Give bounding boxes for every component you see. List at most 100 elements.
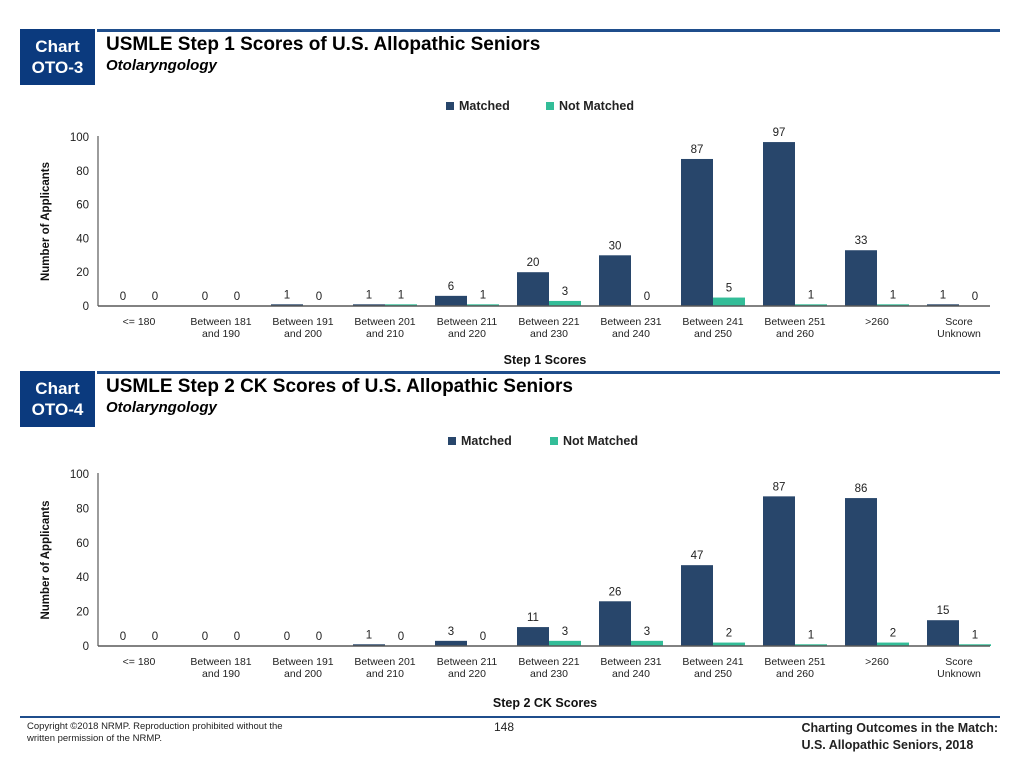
x-tick-label: and 250: [694, 668, 732, 680]
x-tick-label: Between 231: [600, 656, 661, 668]
chart-subtitle: Otolaryngology: [106, 399, 217, 416]
bar-matched: [599, 255, 631, 306]
x-tick-label: Between 251: [764, 316, 825, 328]
bar-matched: [763, 496, 795, 646]
publication-title-line-1: Charting Outcomes in the Match:: [801, 721, 998, 735]
data-label-matched: 1: [940, 289, 946, 301]
x-tick-label: Between 241: [682, 656, 743, 668]
publication-title-line-2: U.S. Allopathic Seniors, 2018: [801, 738, 974, 752]
data-label-not-matched: 1: [398, 289, 404, 301]
bar-matched: [763, 142, 795, 306]
x-tick-label: and 240: [612, 668, 650, 680]
bar-not-matched: [795, 644, 827, 646]
legend-label-not-matched: Not Matched: [559, 99, 634, 113]
data-label-not-matched: 0: [234, 631, 240, 643]
data-label-matched: 0: [120, 631, 126, 643]
x-tick-label: and 210: [366, 328, 404, 340]
step1-bar-chart: Matched Not Matched Number of Applicants 0 2…: [40, 99, 990, 367]
bar-not-matched: [631, 640, 663, 646]
bar-matched: [681, 158, 713, 306]
footer-rule: [20, 716, 1000, 718]
y-tick-label: 80: [76, 503, 89, 515]
x-tick-label: and 230: [530, 328, 568, 340]
x-axis-title: Step 2 CK Scores: [493, 696, 597, 710]
y-tick-label: 60: [76, 538, 89, 550]
data-label-matched: 20: [527, 257, 540, 269]
legend-swatch-not-matched: [550, 437, 558, 445]
data-label-not-matched: 0: [480, 631, 486, 643]
x-tick-label: and 190: [202, 328, 240, 340]
chart-badge: Chart OTO-3: [20, 29, 95, 85]
legend-label-matched: Matched: [459, 99, 510, 113]
legend-swatch-not-matched: [546, 102, 554, 110]
bar-matched: [845, 250, 877, 306]
y-tick-label: 60: [76, 200, 89, 212]
data-label-matched: 11: [527, 612, 539, 624]
bar-not-matched: [549, 640, 581, 646]
y-tick-label: 0: [83, 641, 89, 653]
data-label-not-matched: 3: [644, 626, 650, 638]
data-label-matched: 87: [691, 144, 704, 156]
bar-not-matched: [467, 304, 499, 306]
data-label-matched: 0: [120, 291, 126, 303]
x-tick-label: and 260: [776, 328, 814, 340]
chart-badge: Chart OTO-4: [20, 371, 95, 427]
bar-not-matched: [877, 642, 909, 646]
data-label-not-matched: 0: [152, 631, 158, 643]
x-tick-label: and 240: [612, 328, 650, 340]
header-rule: [97, 371, 1000, 374]
legend-swatch-matched: [448, 437, 456, 445]
data-label-matched: 1: [366, 289, 372, 301]
x-tick-label: Between 221: [518, 656, 579, 668]
chart-header-oto-3: Chart OTO-3 USMLE Step 1 Scores of U.S. …: [20, 29, 1000, 89]
step2ck-bar-chart: Matched Not Matched Number of Applicants 0 2…: [40, 434, 991, 710]
data-label-matched: 0: [202, 631, 208, 643]
chart-subtitle: Otolaryngology: [106, 57, 217, 74]
badge-line-2: OTO-4: [31, 400, 84, 419]
bar-not-matched: [795, 304, 827, 306]
badge-line-1: Chart: [35, 37, 80, 56]
data-label-not-matched: 0: [972, 291, 978, 303]
x-tick-label: and 200: [284, 328, 322, 340]
bar-matched: [927, 304, 959, 306]
copyright-notice: Copyright ©2018 NRMP. Reproduction prohi…: [27, 721, 283, 744]
data-label-not-matched: 5: [726, 283, 732, 295]
x-tick-label: Unknown: [937, 328, 981, 340]
data-label-not-matched: 0: [316, 631, 322, 643]
chart-title: USMLE Step 1 Scores of U.S. Allopathic S…: [106, 34, 541, 55]
bar-matched: [517, 272, 549, 306]
x-axis-title: Step 1 Scores: [504, 353, 587, 367]
data-label-matched: 47: [691, 550, 704, 562]
bar-matched: [353, 304, 385, 306]
y-tick-label: 40: [76, 572, 89, 584]
data-label-not-matched: 1: [480, 289, 486, 301]
data-label-matched: 15: [937, 605, 950, 617]
data-label-matched: 33: [855, 235, 868, 247]
data-label-not-matched: 2: [726, 628, 732, 640]
bar-not-matched: [713, 642, 745, 646]
x-tick-label: and 220: [448, 328, 486, 340]
data-label-matched: 6: [448, 281, 454, 293]
y-tick-label: 100: [70, 132, 89, 144]
data-label-not-matched: 2: [890, 628, 896, 640]
publication-title: Charting Outcomes in the Match: U.S. All…: [801, 720, 998, 754]
data-label-matched: 0: [202, 291, 208, 303]
chart-header-oto-4: Chart OTO-4 USMLE Step 2 CK Scores of U.…: [20, 371, 1000, 431]
x-tick-label: Between 181: [190, 656, 251, 668]
x-tick-label: Between 201: [354, 316, 415, 328]
chart-title: USMLE Step 2 CK Scores of U.S. Allopathi…: [106, 376, 573, 397]
data-label-matched: 97: [773, 127, 786, 139]
y-axis-title: Number of Applicants: [40, 162, 52, 281]
x-tick-label: Score: [945, 656, 973, 668]
data-label-not-matched: 1: [890, 289, 896, 301]
data-label-not-matched: 3: [562, 286, 568, 298]
data-label-not-matched: 0: [316, 291, 322, 303]
data-label-not-matched: 1: [972, 629, 978, 641]
page-number: 148: [494, 720, 515, 734]
x-tick-label: Between 191: [272, 316, 333, 328]
x-tick-label: Between 211: [437, 316, 498, 328]
bar-matched: [353, 644, 385, 646]
y-tick-label: 40: [76, 233, 89, 245]
badge-line-2: OTO-3: [31, 58, 84, 77]
x-tick-label: <= 180: [123, 656, 156, 668]
